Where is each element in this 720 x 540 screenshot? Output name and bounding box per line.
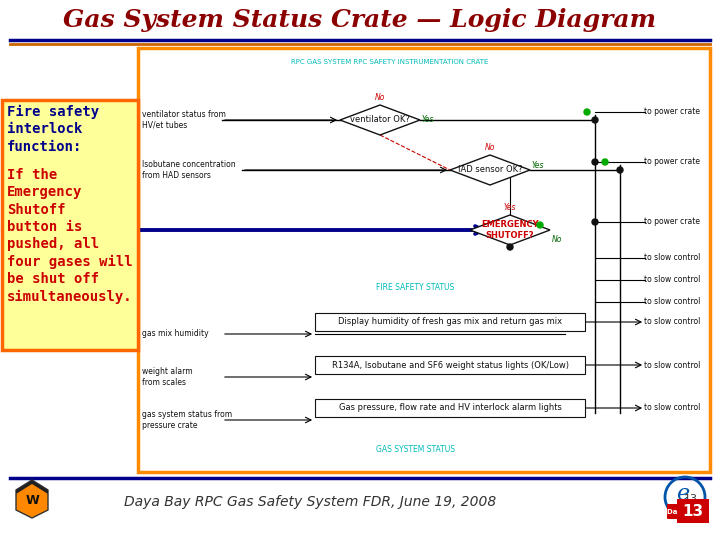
Text: No: No (552, 235, 562, 244)
Text: No: No (375, 93, 385, 102)
Text: Gas System Status Crate — Logic Diagram: Gas System Status Crate — Logic Diagram (63, 8, 657, 32)
Text: If the
Emergency
Shutoff
button is
pushed, all
four gases will
be shut off
simul: If the Emergency Shutoff button is pushe… (7, 168, 132, 303)
Text: to slow control: to slow control (644, 275, 700, 285)
Text: Gas pressure, flow rate and HV interlock alarm lights: Gas pressure, flow rate and HV interlock… (338, 403, 562, 413)
Text: RPC GAS SYSTEM RPC SAFETY INSTRUMENTATION CRATE: RPC GAS SYSTEM RPC SAFETY INSTRUMENTATIO… (292, 59, 489, 65)
Polygon shape (16, 480, 48, 518)
Circle shape (617, 167, 623, 173)
Circle shape (584, 109, 590, 115)
Polygon shape (340, 105, 420, 135)
Bar (138, 48, 710, 472)
Text: to power crate: to power crate (644, 107, 700, 117)
Polygon shape (450, 155, 530, 185)
Circle shape (592, 219, 598, 225)
Circle shape (507, 244, 513, 250)
Circle shape (592, 117, 598, 123)
Text: 13: 13 (684, 494, 698, 504)
Text: EMERGENCY
SHUTOFF?: EMERGENCY SHUTOFF? (481, 220, 539, 240)
Bar (315, 356, 585, 374)
Text: ventilator status from
HV/et tubes: ventilator status from HV/et tubes (142, 110, 226, 130)
Text: FIRE SAFETY STATUS: FIRE SAFETY STATUS (376, 284, 454, 293)
Text: to slow control: to slow control (644, 318, 700, 327)
Text: to power crate: to power crate (644, 158, 700, 166)
Text: GAS SYSTEM STATUS: GAS SYSTEM STATUS (376, 446, 454, 455)
Bar (315, 313, 585, 331)
Text: IAD sensor OK?: IAD sensor OK? (458, 165, 522, 174)
Text: Daya Bay: Daya Bay (667, 509, 703, 515)
Bar (2, 100, 138, 350)
Text: Daya Bay RPC Gas Safety System FDR, June 19, 2008: Daya Bay RPC Gas Safety System FDR, June… (124, 495, 496, 509)
Text: Yes: Yes (422, 116, 434, 125)
Text: to slow control: to slow control (644, 298, 700, 307)
Text: Display humidity of fresh gas mix and return gas mix: Display humidity of fresh gas mix and re… (338, 318, 562, 327)
Polygon shape (16, 480, 48, 494)
FancyBboxPatch shape (667, 504, 703, 519)
FancyBboxPatch shape (677, 499, 709, 523)
Bar (315, 399, 585, 417)
Text: to slow control: to slow control (644, 253, 700, 262)
Text: ventilator OK?: ventilator OK? (350, 116, 410, 125)
Text: to power crate: to power crate (644, 218, 700, 226)
Text: e: e (676, 483, 690, 505)
Text: gas system status from
pressure crate: gas system status from pressure crate (142, 410, 232, 430)
Text: 13: 13 (683, 503, 703, 518)
Text: W: W (25, 494, 39, 507)
Text: gas mix humidity: gas mix humidity (142, 329, 209, 339)
Text: to slow control: to slow control (644, 361, 700, 369)
Text: Yes: Yes (532, 161, 544, 170)
Text: to slow control: to slow control (644, 403, 700, 413)
Text: Isobutane concentration
from HAD sensors: Isobutane concentration from HAD sensors (142, 160, 235, 180)
Circle shape (592, 159, 598, 165)
Polygon shape (470, 215, 550, 245)
Text: weight alarm
from scales: weight alarm from scales (142, 367, 193, 387)
Text: No: No (485, 143, 495, 152)
Circle shape (602, 159, 608, 165)
Text: Fire safety
interlock
function:: Fire safety interlock function: (7, 105, 99, 154)
Circle shape (537, 222, 543, 228)
Text: Yes: Yes (504, 203, 516, 212)
Text: R134A, Isobutane and SF6 weight status lights (OK/Low): R134A, Isobutane and SF6 weight status l… (331, 361, 569, 369)
